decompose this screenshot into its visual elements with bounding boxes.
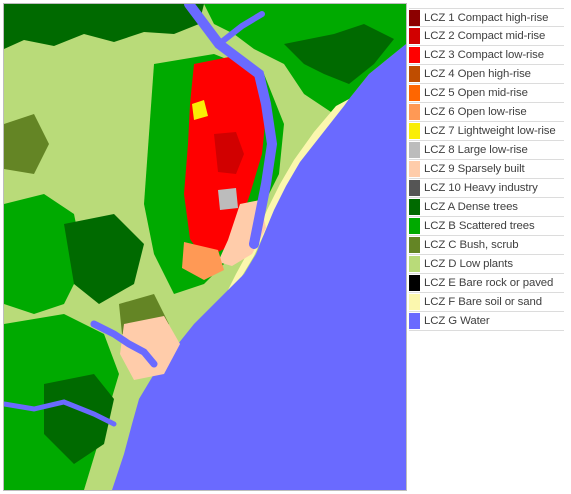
- west-dense-trees: [64, 214, 144, 304]
- legend-label: LCZ 10 Heavy industry: [424, 182, 538, 194]
- legend-item: LCZ G Water: [409, 312, 564, 331]
- legend-item: LCZ F Bare soil or sand: [409, 293, 564, 312]
- legend-item: LCZ 1 Compact high-rise: [409, 8, 564, 27]
- urban-compact-mid-rise: [214, 132, 244, 174]
- urban-open-low-rise: [182, 242, 224, 280]
- legend-swatch: [409, 218, 420, 234]
- legend-swatch: [409, 142, 420, 158]
- legend-label: LCZ 9 Sparsely built: [424, 163, 525, 175]
- legend-item: LCZ B Scattered trees: [409, 217, 564, 236]
- legend-swatch: [409, 275, 420, 291]
- legend-swatch: [409, 9, 420, 26]
- legend-item: LCZ 5 Open mid-rise: [409, 84, 564, 103]
- legend-label: LCZ C Bush, scrub: [424, 239, 519, 251]
- legend-label: LCZ 6 Open low-rise: [424, 106, 527, 118]
- legend-swatch: [409, 256, 420, 272]
- legend-item: LCZ 3 Compact low-rise: [409, 46, 564, 65]
- legend-swatch: [409, 199, 420, 215]
- legend-swatch: [409, 28, 420, 44]
- legend-label: LCZ 4 Open high-rise: [424, 68, 531, 80]
- dense-trees-north: [4, 4, 204, 49]
- legend-label: LCZ A Dense trees: [424, 201, 518, 213]
- legend-item: LCZ E Bare rock or paved: [409, 274, 564, 293]
- legend-label: LCZ 7 Lightweight low-rise: [424, 125, 556, 137]
- south-dense-trees: [44, 374, 114, 464]
- river-south: [90, 320, 158, 368]
- urban-sparsely-built-coast: [218, 200, 266, 266]
- legend-item: LCZ 8 Large low-rise: [409, 141, 564, 160]
- legend-swatch: [409, 85, 420, 101]
- legend-swatch: [409, 180, 420, 196]
- dense-trees-east: [284, 24, 394, 84]
- legend-item: LCZ 10 Heavy industry: [409, 179, 564, 198]
- legend-swatch: [409, 66, 420, 82]
- river-southwest: [4, 399, 117, 427]
- legend-label: LCZ G Water: [424, 315, 490, 327]
- legend-label: LCZ E Bare rock or paved: [424, 277, 554, 289]
- legend-item: LCZ 2 Compact mid-rise: [409, 27, 564, 46]
- legend-item: LCZ 6 Open low-rise: [409, 103, 564, 122]
- legend-swatch: [409, 123, 420, 139]
- legend-swatch: [409, 294, 420, 310]
- legend-item: LCZ A Dense trees: [409, 198, 564, 217]
- legend-item: LCZ 4 Open high-rise: [409, 65, 564, 84]
- legend-item: LCZ C Bush, scrub: [409, 236, 564, 255]
- legend-swatch: [409, 237, 420, 253]
- legend-swatch: [409, 104, 420, 120]
- lcz-map-svg: [4, 4, 406, 490]
- legend-label: LCZ 8 Large low-rise: [424, 144, 528, 156]
- legend-swatch: [409, 47, 420, 63]
- ocean: [112, 44, 406, 490]
- urban-lightweight-low-rise: [192, 100, 208, 120]
- urban-large-low-rise: [218, 188, 238, 210]
- legend-label: LCZ 3 Compact low-rise: [424, 49, 544, 61]
- legend-label: LCZ F Bare soil or sand: [424, 296, 542, 308]
- legend-item: LCZ 7 Lightweight low-rise: [409, 122, 564, 141]
- legend: LCZ 1 Compact high-rise LCZ 2 Compact mid…: [409, 8, 564, 331]
- legend-label: LCZ B Scattered trees: [424, 220, 535, 232]
- legend-label: LCZ D Low plants: [424, 258, 513, 270]
- legend-item: LCZ 9 Sparsely built: [409, 160, 564, 179]
- legend-label: LCZ 5 Open mid-rise: [424, 87, 528, 99]
- legend-swatch: [409, 161, 420, 177]
- legend-item: LCZ D Low plants: [409, 255, 564, 274]
- legend-label: LCZ 2 Compact mid-rise: [424, 30, 546, 42]
- river-main: [184, 4, 278, 249]
- lcz-map[interactable]: [3, 3, 407, 491]
- legend-label: LCZ 1 Compact high-rise: [424, 11, 549, 24]
- bush-scrub-west: [4, 114, 49, 174]
- south-sparsely-built: [120, 316, 180, 380]
- river-branch-north: [216, 11, 265, 47]
- legend-swatch: [409, 313, 420, 329]
